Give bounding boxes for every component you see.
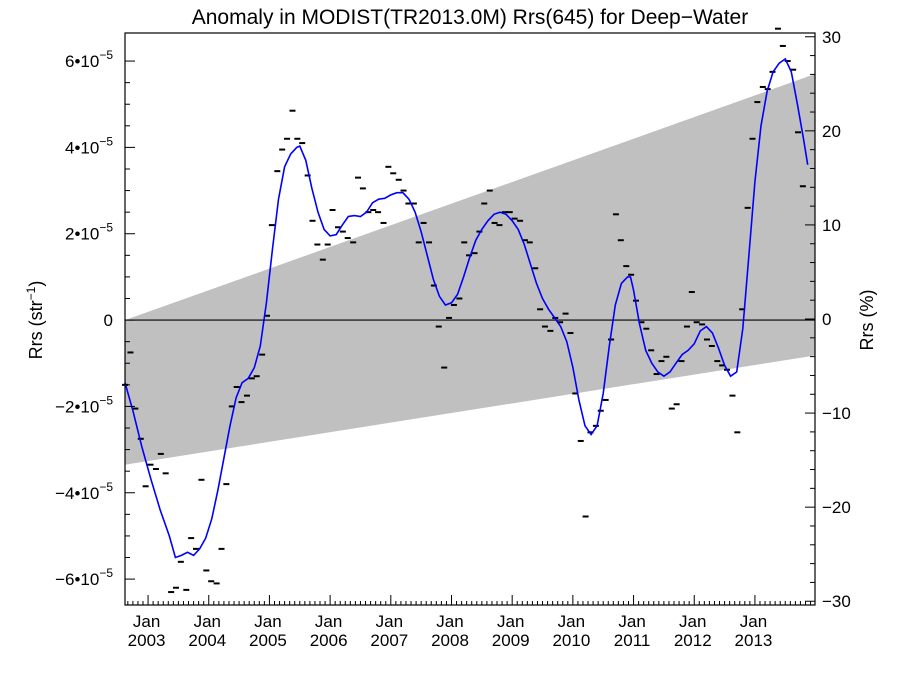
left-axis-label-close: ) [26, 281, 46, 287]
tick-label-mantissa: 4•10 [65, 138, 99, 157]
x-tick-label-year: 2012 [674, 631, 712, 650]
x-tick-label-year: 2010 [552, 631, 590, 650]
right-y-tick-label: 30 [822, 28, 841, 47]
left-y-tick-label: −6•10−5 [55, 566, 113, 589]
x-tick-label-month: Jan [497, 612, 524, 631]
right-axis-label: Rrs (%) [857, 290, 877, 351]
x-axis-tick-labels: Jan2003Jan2004Jan2005Jan2006Jan2007Jan20… [128, 612, 773, 650]
left-axis-label: Rrs (str−1) [24, 281, 46, 360]
x-tick-label-year: 2009 [492, 631, 530, 650]
x-tick-label-month: Jan [436, 612, 463, 631]
x-tick-label-year: 2003 [128, 631, 166, 650]
right-y-tick-label: −30 [822, 592, 851, 611]
x-tick-label-year: 2011 [614, 631, 651, 650]
right-axis-tick-labels: 30 20 10 0 −10 −20 −30 [822, 28, 851, 611]
x-tick-label-month: Jan [558, 612, 585, 631]
x-tick-label-year: 2004 [188, 631, 226, 650]
tick-label-mantissa: −2•10 [55, 397, 99, 416]
x-tick-label-year: 2007 [370, 631, 408, 650]
tick-label-mantissa: 0 [104, 311, 113, 330]
tick-label-exponent: −5 [99, 393, 113, 407]
left-y-tick-label: 6•10−5 [65, 48, 113, 71]
tick-label-mantissa: 6•10 [65, 52, 99, 71]
x-tick-label-month: Jan [376, 612, 403, 631]
left-y-tick-label: 2•10−5 [65, 221, 113, 244]
x-tick-label-month: Jan [133, 612, 160, 631]
left-axis-label-main: Rrs (str [26, 300, 46, 359]
right-y-tick-label: −20 [822, 498, 851, 517]
tick-label-mantissa: 2•10 [65, 225, 99, 244]
smoothed-line-layer [124, 57, 809, 559]
uncertainty-band-layer [125, 74, 815, 465]
left-axis-tick-labels: 6•10−54•10−52•10−50−2•10−5−4•10−5−6•10−5 [55, 48, 113, 589]
tick-label-exponent: −5 [99, 221, 113, 235]
x-tick-label-month: Jan [679, 612, 706, 631]
left-y-tick-label: −4•10−5 [55, 480, 113, 503]
x-tick-label-year: 2006 [310, 631, 348, 650]
x-tick-label-year: 2013 [735, 631, 773, 650]
x-tick-label-month: Jan [740, 612, 767, 631]
tick-label-exponent: −5 [99, 48, 113, 62]
uncertainty-band [125, 74, 815, 465]
x-tick-label-year: 2008 [431, 631, 469, 650]
left-y-tick-label: 0 [104, 311, 113, 330]
x-tick-label-month: Jan [254, 612, 281, 631]
tick-label-mantissa: −6•10 [55, 570, 99, 589]
x-tick-label-year: 2005 [249, 631, 287, 650]
x-tick-label-month: Jan [315, 612, 342, 631]
right-y-tick-label: −10 [822, 404, 851, 423]
smoothed-anomaly-line [124, 57, 809, 559]
right-y-tick-label: 20 [822, 122, 841, 141]
axis-ticks-layer [125, 36, 815, 605]
left-y-tick-label: 4•10−5 [65, 134, 113, 157]
right-y-tick-label: 0 [822, 310, 831, 329]
left-axis-label-superscript: −1 [24, 286, 38, 300]
chart-title: Anomaly in MODIST(TR2013.0M) Rrs(645) fo… [192, 6, 748, 29]
x-tick-label-month: Jan [618, 612, 645, 631]
tick-label-exponent: −5 [99, 480, 113, 494]
right-y-tick-label: 10 [822, 216, 841, 235]
tick-label-mantissa: −4•10 [55, 484, 99, 503]
tick-label-exponent: −5 [99, 566, 113, 580]
x-tick-label-month: Jan [194, 612, 221, 631]
tick-label-exponent: −5 [99, 134, 113, 148]
left-y-tick-label: −2•10−5 [55, 393, 113, 416]
